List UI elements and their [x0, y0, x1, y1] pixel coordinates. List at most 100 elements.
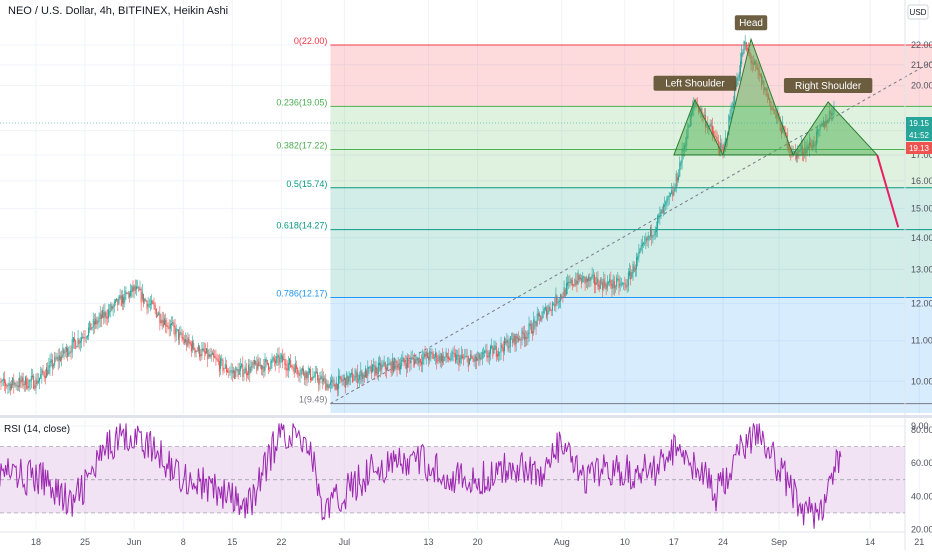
candle-body [322, 376, 323, 383]
candle-body [41, 369, 42, 375]
candle-body [613, 279, 614, 288]
candle-body [554, 304, 555, 307]
candle-body [630, 272, 631, 279]
candle-body [47, 370, 48, 375]
candle-body [25, 377, 26, 385]
candle-body [66, 347, 67, 352]
candle-body [404, 358, 405, 362]
candle-body [635, 268, 636, 270]
candle-body [365, 368, 366, 377]
candle-body [357, 372, 358, 383]
candle-body [178, 329, 179, 340]
candle-body [236, 369, 237, 370]
candle-body [276, 356, 277, 362]
candle-body [665, 201, 666, 205]
candle-body [325, 379, 326, 391]
candle-body [622, 283, 623, 284]
candle-body [636, 257, 637, 269]
candle-body [641, 245, 642, 250]
candle-body [618, 279, 619, 288]
candle-body [298, 373, 299, 376]
candle-body [59, 356, 60, 361]
candle-body [628, 272, 629, 286]
candle-body [367, 366, 368, 376]
candle-body [536, 322, 537, 327]
candle-body [677, 177, 678, 181]
price-tick-label: 13.00 [911, 264, 932, 274]
candle-body [548, 306, 549, 312]
candle-body [600, 279, 601, 288]
candle-body [738, 78, 739, 81]
candle-body [95, 319, 96, 324]
candle-body [218, 360, 219, 362]
candle-body [498, 351, 499, 356]
candle-body [422, 357, 423, 364]
candle-body [744, 41, 745, 53]
candle-body [523, 331, 524, 334]
candle-body [187, 337, 188, 345]
candle-body [419, 358, 420, 363]
candle-body [572, 280, 573, 286]
candle-body [260, 365, 261, 366]
candle-body [288, 363, 289, 370]
candle-body [235, 367, 236, 377]
candle-body [168, 326, 169, 327]
candle-body [208, 354, 209, 357]
candle-body [0, 382, 1, 383]
candle-body [453, 353, 454, 354]
candle-body [590, 277, 591, 280]
candle-body [506, 339, 507, 342]
candle-body [102, 310, 103, 318]
candle-body [53, 365, 54, 366]
candle-body [371, 367, 372, 374]
time-tick-label: 22 [276, 537, 286, 547]
candle-body [717, 137, 718, 141]
candle-body [211, 354, 212, 357]
candle-body [638, 252, 639, 258]
candle-body [16, 383, 17, 386]
candle-body [463, 357, 464, 358]
candle-body [620, 284, 621, 286]
candle-body [558, 302, 559, 303]
fib-zone [330, 404, 932, 413]
candle-body [311, 377, 312, 380]
candle-body [267, 360, 268, 365]
candle-body [499, 352, 500, 353]
candle-body [604, 281, 605, 286]
rsi-title: RSI (14, close) [4, 424, 70, 435]
candle-body [545, 307, 546, 310]
candle-body [114, 302, 115, 307]
candle-body [675, 187, 676, 191]
candle-body [90, 323, 91, 330]
candle-body [127, 293, 128, 294]
price-tick-label: 21.00 [911, 60, 932, 70]
candle-body [146, 301, 147, 309]
candle-body [309, 368, 310, 373]
candle-body [185, 339, 186, 342]
candle-body [391, 363, 392, 373]
rsi-tick-label: 40.00 [911, 491, 932, 501]
pattern-label: Left Shoulder [665, 79, 725, 90]
candle-body [40, 374, 41, 378]
candle-body [595, 282, 596, 284]
candle-body [518, 338, 519, 340]
candle-body [96, 320, 97, 324]
candle-body [356, 371, 357, 378]
candle-body [300, 375, 301, 376]
candle-body [623, 283, 624, 284]
candle-body [634, 266, 635, 271]
candle-body [219, 361, 220, 371]
candle-body [204, 349, 205, 353]
candle-body [7, 385, 8, 386]
candle-body [643, 243, 644, 244]
candle-body [3, 378, 4, 380]
candle-body [492, 346, 493, 356]
candle-body [20, 380, 21, 383]
candle-body [72, 339, 73, 352]
candle-body [354, 376, 355, 380]
candle-body [12, 378, 13, 385]
pattern-label: Head [739, 18, 763, 29]
candle-body [275, 361, 276, 364]
